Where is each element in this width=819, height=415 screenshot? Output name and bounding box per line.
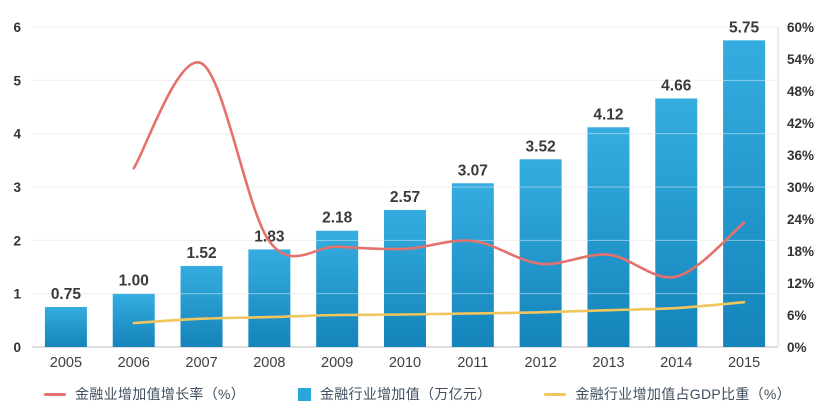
bars [44, 40, 766, 348]
svg-text:2015: 2015 [728, 355, 760, 371]
svg-text:2011: 2011 [457, 355, 488, 371]
svg-text:2012: 2012 [525, 355, 557, 371]
svg-text:2008: 2008 [253, 355, 285, 371]
growth-rate-line-marker-icon [44, 392, 66, 396]
svg-text:0: 0 [13, 340, 21, 355]
svg-text:0.75: 0.75 [51, 286, 82, 303]
svg-text:5: 5 [13, 73, 21, 88]
bar-2008 [248, 249, 291, 347]
svg-text:5.75: 5.75 [729, 19, 760, 36]
chart-legend: 金融业增加值增长率（%） 金融行业增加值（万亿元） 金融行业增加值占GDP比重（… [0, 379, 819, 409]
svg-text:30%: 30% [787, 180, 814, 195]
bar-2014 [655, 98, 698, 347]
bar-2007 [180, 265, 223, 347]
svg-text:0%: 0% [787, 340, 807, 355]
legend-item-gdp-share: 金融行业增加值占GDP比重（%） [544, 384, 791, 404]
svg-text:42%: 42% [787, 116, 814, 131]
svg-text:2005: 2005 [50, 355, 82, 371]
legend-label-added-value: 金融行业增加值（万亿元） [319, 386, 492, 402]
svg-text:12%: 12% [787, 276, 814, 291]
svg-text:1: 1 [13, 287, 21, 302]
svg-text:2014: 2014 [660, 355, 692, 371]
svg-text:2013: 2013 [592, 355, 624, 371]
svg-text:54%: 54% [787, 52, 814, 67]
bar-2011 [451, 183, 494, 347]
bar-2010 [384, 209, 426, 347]
bar-2012 [519, 159, 562, 347]
bar-value-labels: 0.75 1.00 1.52 1.83 2.18 2.57 3.07 3.52 4.12 4.66… [51, 19, 760, 303]
svg-text:2007: 2007 [185, 355, 217, 371]
gdp-share-line-marker-icon [544, 392, 567, 396]
growth-rate-line [132, 61, 746, 279]
x-axis-labels: 2005 2006 2007 2008 2009 2010 2011 2012 2013 2014… [50, 355, 760, 371]
svg-text:6%: 6% [787, 308, 807, 323]
svg-text:1.83: 1.83 [254, 228, 285, 245]
svg-text:36%: 36% [787, 148, 814, 163]
svg-text:2: 2 [13, 233, 21, 248]
svg-text:48%: 48% [787, 84, 814, 99]
svg-text:2.18: 2.18 [322, 210, 353, 227]
svg-text:4: 4 [13, 127, 21, 142]
legend-label-gdp-share: 金融行业增加值占GDP比重（%） [575, 386, 791, 402]
svg-text:2.57: 2.57 [390, 189, 420, 206]
bar-2006 [112, 293, 155, 347]
gridlines-over-bars [32, 26, 778, 295]
right-axis-labels: 0% 6% 12% 18% 24% 30% 36% 42% 48% 54% 60% [787, 20, 814, 355]
bar-2015 [723, 40, 766, 347]
left-axis-labels: 0 1 2 3 4 5 6 [13, 20, 21, 355]
legend-item-growth-rate: 金融业增加值增长率（%） [44, 384, 245, 404]
svg-text:2010: 2010 [389, 355, 421, 371]
svg-text:1.52: 1.52 [186, 245, 216, 262]
svg-text:3.52: 3.52 [526, 138, 556, 155]
svg-text:24%: 24% [787, 212, 814, 227]
legend-label-growth-rate: 金融业增加值增长率（%） [75, 386, 246, 402]
svg-text:6: 6 [13, 20, 21, 35]
svg-text:4.12: 4.12 [593, 106, 623, 123]
svg-text:1.00: 1.00 [119, 273, 149, 290]
svg-text:2009: 2009 [321, 355, 353, 371]
added-value-bar-marker-icon [297, 387, 311, 401]
svg-text:2006: 2006 [118, 355, 150, 371]
bar-2013 [587, 127, 630, 348]
svg-text:3.07: 3.07 [458, 162, 488, 179]
svg-text:3: 3 [13, 180, 21, 195]
legend-item-added-value: 金融行业增加值（万亿元） [297, 384, 492, 404]
gdp-share-line [132, 300, 746, 325]
bar-2005 [44, 307, 87, 347]
svg-text:18%: 18% [787, 244, 814, 259]
svg-text:60%: 60% [787, 20, 814, 35]
svg-text:4.66: 4.66 [661, 77, 692, 94]
